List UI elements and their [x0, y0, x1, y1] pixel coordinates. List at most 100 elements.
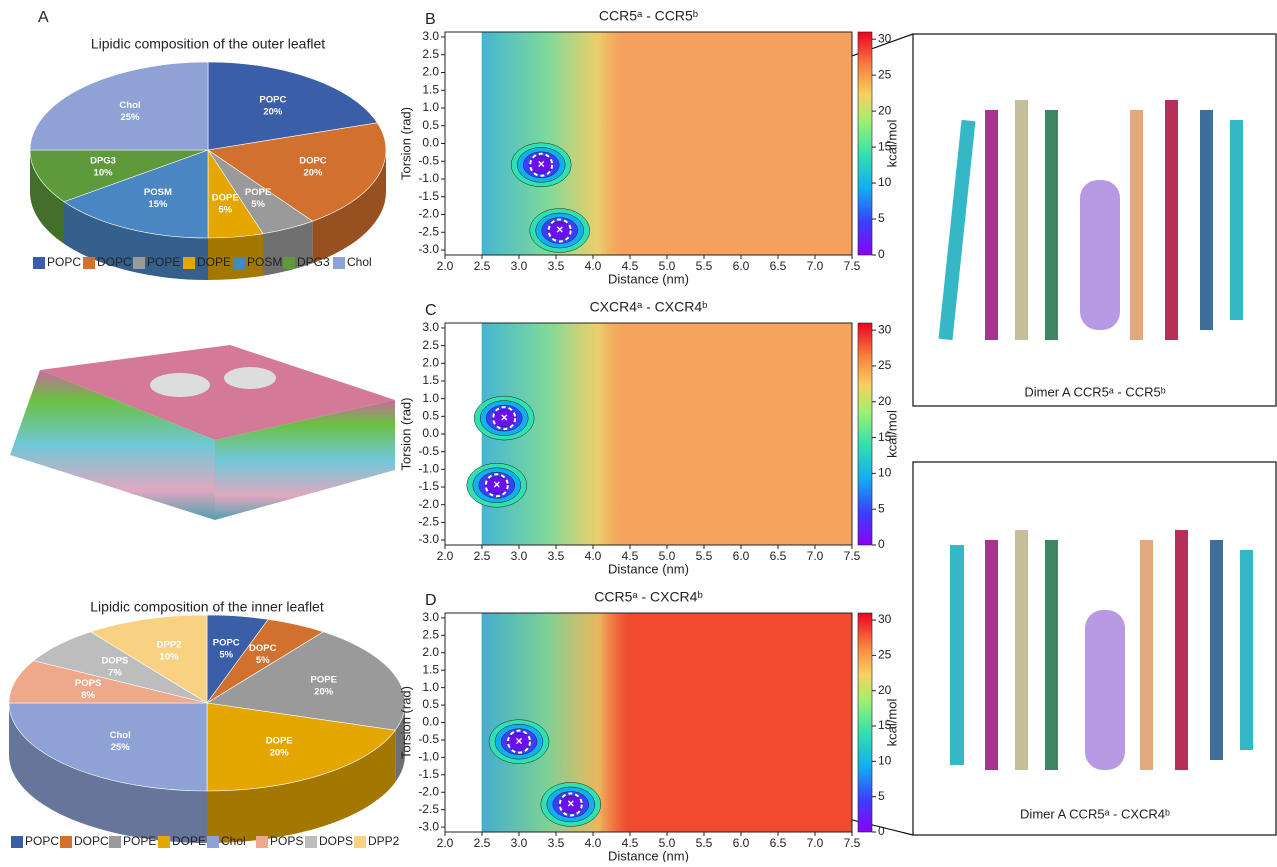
colorbar-tick-label: 30 — [878, 322, 892, 336]
colorbar-tick-label: 30 — [878, 31, 892, 45]
panel-letter: D — [425, 592, 437, 609]
excluded-region — [445, 32, 482, 255]
legend-label: DOPC — [74, 834, 109, 848]
legend-label: POSM — [247, 255, 282, 269]
colorbar-label: kcal/mol — [884, 120, 899, 168]
slice-value: 25% — [111, 742, 131, 753]
legend-label: POPC — [25, 834, 59, 848]
y-tick-label: 2.5 — [422, 338, 439, 352]
x-axis-label: Distance (nm) — [608, 848, 689, 862]
colorbar-label: kcal/mol — [884, 699, 899, 747]
x-tick-label: 3.0 — [511, 259, 528, 273]
minimum-marker: × — [538, 157, 545, 171]
x-tick-label: 3.5 — [548, 549, 565, 563]
y-tick-label: -0.5 — [418, 444, 439, 458]
figure: Dimer A CCR5ᵃ - CCR5ᵇ Dimer A CCR5ᵃ - CX… — [0, 0, 1277, 862]
y-tick-label: 1.5 — [422, 662, 439, 676]
colorbar — [858, 613, 872, 832]
x-tick-label: 7.0 — [807, 836, 824, 850]
legend-label: Chol — [221, 834, 246, 848]
x-tick-label: 4.0 — [585, 259, 602, 273]
x-tick-label: 5.5 — [696, 549, 713, 563]
x-tick-label: 6.5 — [770, 549, 787, 563]
legend-label: DPG3 — [297, 255, 330, 269]
legend-swatch — [83, 257, 95, 269]
y-tick-label: 0.0 — [422, 136, 439, 150]
legend-swatch — [11, 836, 23, 848]
y-tick-label: 0.5 — [422, 697, 439, 711]
slice-value: 20% — [270, 748, 290, 759]
structure-panel: Dimer A CCR5ᵃ - CCR5ᵇ Dimer A CCR5ᵃ - CX… — [913, 34, 1276, 835]
colorbar-tick-label: 20 — [878, 683, 892, 697]
x-tick-label: 6.0 — [733, 836, 750, 850]
y-tick-label: 1.0 — [422, 391, 439, 405]
legend-swatch — [60, 836, 72, 848]
legend-swatch — [158, 836, 170, 848]
x-tick-label: 7.5 — [844, 836, 861, 850]
legend-label: DOPC — [97, 255, 132, 269]
x-tick-label: 2.5 — [474, 549, 491, 563]
colorbar — [858, 323, 872, 545]
y-tick-label: 1.5 — [422, 373, 439, 387]
slice-label: Chol — [119, 100, 140, 111]
x-tick-label: 4.0 — [585, 549, 602, 563]
colorbar-tick-label: 25 — [878, 648, 892, 662]
colorbar-tick-label: 10 — [878, 754, 892, 768]
colorbar-tick-label: 0 — [878, 247, 885, 261]
y-tick-label: -1.5 — [418, 189, 439, 203]
slice-label: DOPE — [212, 192, 239, 203]
minimum-marker: × — [567, 797, 574, 811]
x-tick-label: 2.5 — [474, 836, 491, 850]
legend-swatch — [109, 836, 121, 848]
slice-label: DPG3 — [90, 155, 116, 166]
colorbar-label: kcal/mol — [884, 410, 899, 458]
legend-swatch — [283, 257, 295, 269]
legend-label: DOPE — [172, 834, 206, 848]
legend-swatch — [354, 836, 366, 848]
slice-label: DOPE — [266, 736, 293, 747]
x-axis-label: Distance (nm) — [608, 561, 689, 576]
x-tick-label: 7.5 — [844, 549, 861, 563]
x-tick-label: 5.5 — [696, 836, 713, 850]
slice-value: 20% — [314, 687, 334, 698]
slice-value: 5% — [218, 204, 232, 215]
minimum-marker: × — [515, 734, 522, 748]
x-tick-label: 7.0 — [807, 549, 824, 563]
y-axis-label: Torsion (rad) — [398, 686, 413, 759]
x-tick-label: 6.5 — [770, 259, 787, 273]
y-tick-label: 1.5 — [422, 82, 439, 96]
membrane-render — [10, 345, 395, 520]
slice-value: 5% — [219, 650, 233, 661]
y-tick-label: 0.0 — [422, 426, 439, 440]
y-tick-label: -2.5 — [418, 515, 439, 529]
y-tick-label: 2.0 — [422, 645, 439, 659]
minimum-marker: × — [556, 223, 563, 237]
y-tick-label: -1.5 — [418, 479, 439, 493]
colorbar-tick-label: 25 — [878, 358, 892, 372]
colorbar-tick-label: 5 — [878, 501, 885, 515]
x-tick-label: 4.0 — [585, 836, 602, 850]
x-tick-label: 3.0 — [511, 836, 528, 850]
legend-swatch — [256, 836, 268, 848]
x-tick-label: 6.0 — [733, 259, 750, 273]
colorbar-tick-label: 5 — [878, 211, 885, 225]
legend-label: DOPE — [197, 255, 231, 269]
y-tick-label: 1.0 — [422, 100, 439, 114]
y-tick-label: 2.0 — [422, 65, 439, 79]
chart-title: Lipidic composition of the outer leaflet — [91, 36, 325, 52]
chart-title: Lipidic composition of the inner leaflet — [90, 599, 324, 615]
y-tick-label: 3.0 — [422, 610, 439, 624]
legend-swatch — [305, 836, 317, 848]
y-tick-label: -0.5 — [418, 153, 439, 167]
x-tick-label: 5.5 — [696, 259, 713, 273]
structure-caption: Dimer A CCR5ᵃ - CCR5ᵇ — [1024, 384, 1165, 399]
x-tick-label: 3.0 — [511, 549, 528, 563]
legend-label: POPE — [147, 255, 180, 269]
chart-title: CXCR4ᵃ - CXCR4ᵇ — [590, 299, 708, 315]
y-tick-label: -1.0 — [418, 750, 439, 764]
slice-value: 8% — [81, 690, 95, 701]
legend-swatch — [333, 257, 345, 269]
colorbar-tick-label: 20 — [878, 394, 892, 408]
colorbar-tick-label: 25 — [878, 67, 892, 81]
slice-value: 20% — [263, 106, 283, 117]
